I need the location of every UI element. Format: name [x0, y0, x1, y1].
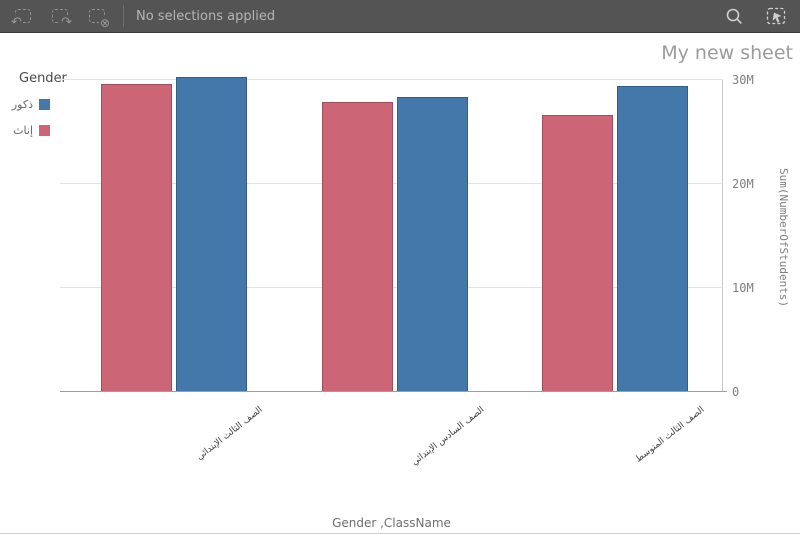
y-axis-title: Sum(NumberOfStudents) [777, 168, 790, 308]
bar-female-group3[interactable] [542, 115, 613, 392]
redo-button[interactable]: ↷ [45, 3, 75, 29]
y-tick-label: 10M [732, 281, 754, 295]
y-tick-label: 0 [732, 385, 740, 399]
legend-items: ذكور إناث [12, 98, 50, 137]
bar-male-group3[interactable] [617, 86, 688, 392]
legend: Gender ذكور إناث [12, 71, 67, 150]
sheet-area: My new sheet Gender ذكور إناث 0 10M 20M 30M ا… [0, 33, 800, 533]
clear-selections-button[interactable]: ⊗ [82, 3, 112, 29]
redo-icon: ↷ [52, 9, 73, 28]
undo-icon: ↶ [10, 9, 31, 28]
gridline [60, 79, 723, 80]
sheet-title: My new sheet [661, 42, 793, 64]
clear-selections-icon: ⊗ [89, 9, 111, 29]
legend-title: Gender [19, 71, 67, 86]
toolbar-divider [123, 5, 124, 27]
x-axis-line [60, 391, 727, 392]
bar-female-group2[interactable] [322, 101, 393, 392]
undo-button[interactable]: ↶ [8, 3, 38, 29]
x-axis-title: Gender ,ClassName [332, 516, 451, 530]
selections-tool-button[interactable] [762, 3, 790, 29]
search-icon [726, 8, 742, 24]
toolbar: ↶ ↷ ⊗ No selections applied [0, 0, 800, 33]
y-tick-label: 30M [732, 73, 754, 87]
legend-swatch [39, 125, 50, 136]
y-tick-label: 20M [732, 177, 754, 191]
x-category-label[interactable]: الصف الثالث المتوسط [633, 405, 707, 465]
bar-male-group1[interactable] [176, 76, 247, 392]
plot-area: 0 10M 20M 30M الصف الثالث الإبتدائي الصف السا… [60, 60, 754, 468]
x-category-label[interactable]: الصف السادس الإبتدائي [409, 405, 487, 468]
selections-tool-icon [766, 7, 786, 25]
legend-item-label: إناث [13, 124, 33, 137]
legend-item[interactable]: إناث [13, 124, 50, 137]
legend-item-label: ذكور [11, 98, 33, 111]
selections-status: No selections applied [136, 8, 276, 24]
y-axis-line [722, 80, 723, 392]
legend-swatch [39, 99, 50, 110]
bar-male-group2[interactable] [397, 96, 468, 392]
x-category-label[interactable]: الصف الثالث الإبتدائي [194, 405, 265, 463]
bar-female-group1[interactable] [101, 84, 172, 392]
legend-item[interactable]: ذكور [12, 98, 50, 111]
search-button[interactable] [720, 3, 748, 29]
